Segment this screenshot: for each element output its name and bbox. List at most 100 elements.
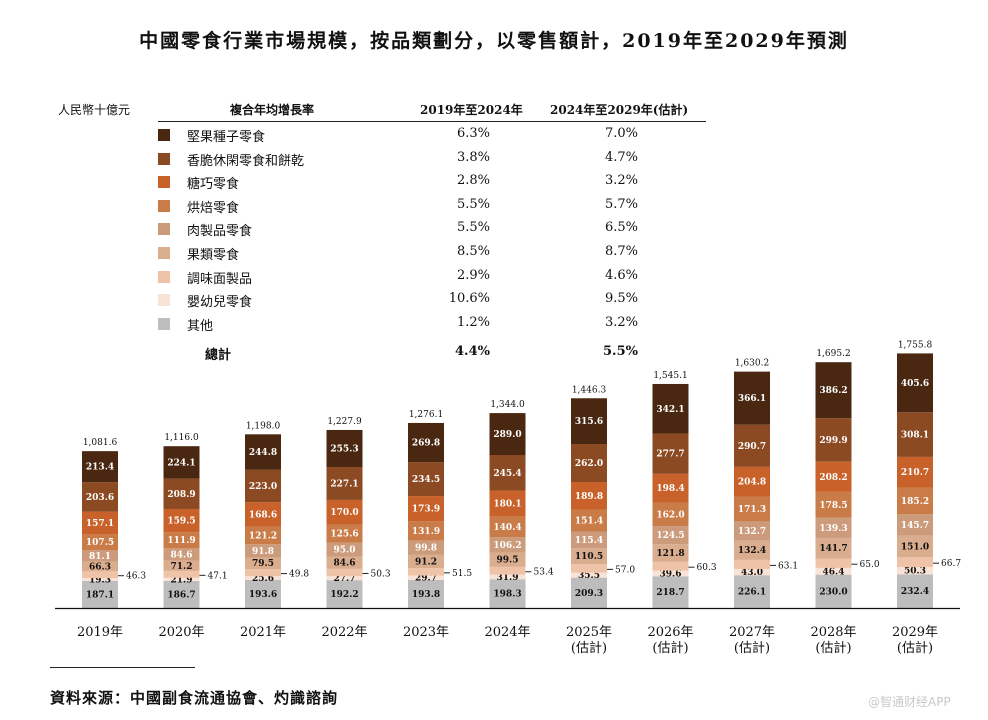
bar-segment xyxy=(734,496,770,522)
data-label: 140.4 xyxy=(493,523,521,533)
chart-title: 中國零食行業市場規模，按品類劃分，以零售額計，2019年至2029年預測 xyxy=(139,30,849,52)
bar-segment xyxy=(897,353,933,413)
data-label: 29.7 xyxy=(415,574,437,584)
data-label: 91.2 xyxy=(415,558,437,568)
legend-category: 堅果種子零食 xyxy=(187,130,266,145)
bar-segment xyxy=(815,362,852,419)
category-label: (估計) xyxy=(571,640,607,656)
bar-segment xyxy=(163,478,200,509)
bar-segment xyxy=(489,413,526,455)
data-label: 110.5 xyxy=(575,552,603,562)
bar-segment xyxy=(652,526,689,545)
cagr-2024-2029: 9.5% xyxy=(604,291,638,307)
bar-segment xyxy=(489,574,526,580)
data-label: 53.4 xyxy=(534,568,554,578)
bar-segment xyxy=(82,580,118,608)
data-label: 151.4 xyxy=(575,517,603,527)
legend-swatch xyxy=(158,317,170,330)
total-label: 1,227.9 xyxy=(327,417,362,427)
data-label: 170.0 xyxy=(330,508,358,518)
category-label: 2029年 xyxy=(892,625,938,640)
cagr-2019-2024: 2.9% xyxy=(456,267,490,283)
legend-swatch xyxy=(158,176,170,189)
bar-segment xyxy=(571,509,607,532)
legend-category: 烘焙零食 xyxy=(187,200,240,216)
bar-segment xyxy=(326,429,363,467)
bar-segment xyxy=(163,560,200,571)
data-label: 255.3 xyxy=(330,444,358,454)
bar-segment xyxy=(326,466,363,500)
bar-segment xyxy=(408,496,444,522)
data-label: 226.1 xyxy=(738,588,766,598)
data-label: 65.0 xyxy=(860,560,880,570)
data-label: 308.1 xyxy=(901,431,929,441)
bar-segment xyxy=(734,424,770,467)
bar-segment xyxy=(571,572,607,578)
bar-segment xyxy=(82,534,118,550)
data-label: 39.6 xyxy=(660,569,682,579)
unit-label: 人民幣十億元 xyxy=(58,103,131,117)
bar-segment xyxy=(408,568,444,576)
bar-segment xyxy=(571,531,607,549)
bar-segment xyxy=(245,576,281,580)
bar-segment xyxy=(734,466,770,497)
cagr-2019-2024: 5.5% xyxy=(456,220,490,236)
legend-category: 其他 xyxy=(187,318,214,334)
cagr-total-2019-2024: 4.4% xyxy=(455,344,490,360)
data-label: 141.7 xyxy=(819,544,847,554)
category-label: 2022年 xyxy=(321,625,367,640)
bar-segment xyxy=(245,469,281,503)
data-label: 386.2 xyxy=(819,386,847,396)
cagr-2024-2029: 3.2% xyxy=(604,314,638,330)
data-label: 66.3 xyxy=(89,563,111,573)
legend-swatch xyxy=(158,223,170,236)
bar-segment xyxy=(897,567,933,575)
cagr-2019-2024: 10.6% xyxy=(448,291,490,307)
bar-segment xyxy=(326,568,363,577)
bar-segment xyxy=(897,574,933,608)
data-label: 131.9 xyxy=(412,527,440,537)
cagr-total-2024-2029: 5.5% xyxy=(603,344,638,360)
cagr-2019-2024: 1.2% xyxy=(456,314,490,330)
data-label: 121.8 xyxy=(656,549,684,559)
legend-category: 果類零食 xyxy=(187,248,240,263)
bar-segment xyxy=(163,577,200,581)
category-label: 2025年 xyxy=(566,625,612,640)
bar-segment xyxy=(408,554,444,569)
bar-segment xyxy=(489,454,526,491)
data-label: 180.1 xyxy=(493,500,521,510)
bar-segment xyxy=(408,540,444,555)
data-label: 71.2 xyxy=(171,562,193,572)
data-label: 289.0 xyxy=(493,430,521,440)
data-label: 198.4 xyxy=(656,484,684,494)
data-label: 46.3 xyxy=(126,572,146,582)
category-label: 2023年 xyxy=(403,625,449,640)
data-label: 66.7 xyxy=(941,559,961,569)
data-label: 63.1 xyxy=(778,561,798,571)
data-label: 208.2 xyxy=(819,473,847,483)
cagr-2024-2029: 5.7% xyxy=(604,196,638,212)
bar-segment xyxy=(326,580,363,608)
bar-segment xyxy=(163,446,200,479)
bar-segment xyxy=(734,575,770,608)
bar-segment xyxy=(82,578,118,581)
data-label: 232.4 xyxy=(901,587,929,597)
bar-segment xyxy=(82,571,118,579)
bar-segment xyxy=(326,499,363,525)
legend-category-total: 總計 xyxy=(205,348,232,364)
bar-segment xyxy=(897,487,933,515)
bar-segment xyxy=(652,473,689,503)
data-label: 159.5 xyxy=(167,517,195,527)
data-label: 106.2 xyxy=(493,541,521,551)
bar-segment xyxy=(815,567,852,575)
bar-segment xyxy=(652,502,689,527)
bar-segment xyxy=(245,502,281,527)
data-label: 269.8 xyxy=(412,439,440,449)
table-header-divider xyxy=(158,121,706,122)
bar-segment xyxy=(82,549,118,562)
bar-segment xyxy=(326,524,363,543)
data-label: 204.8 xyxy=(738,478,766,488)
category-label: (估計) xyxy=(897,640,933,656)
legend-swatch xyxy=(158,152,170,165)
data-label: 244.8 xyxy=(249,448,277,458)
